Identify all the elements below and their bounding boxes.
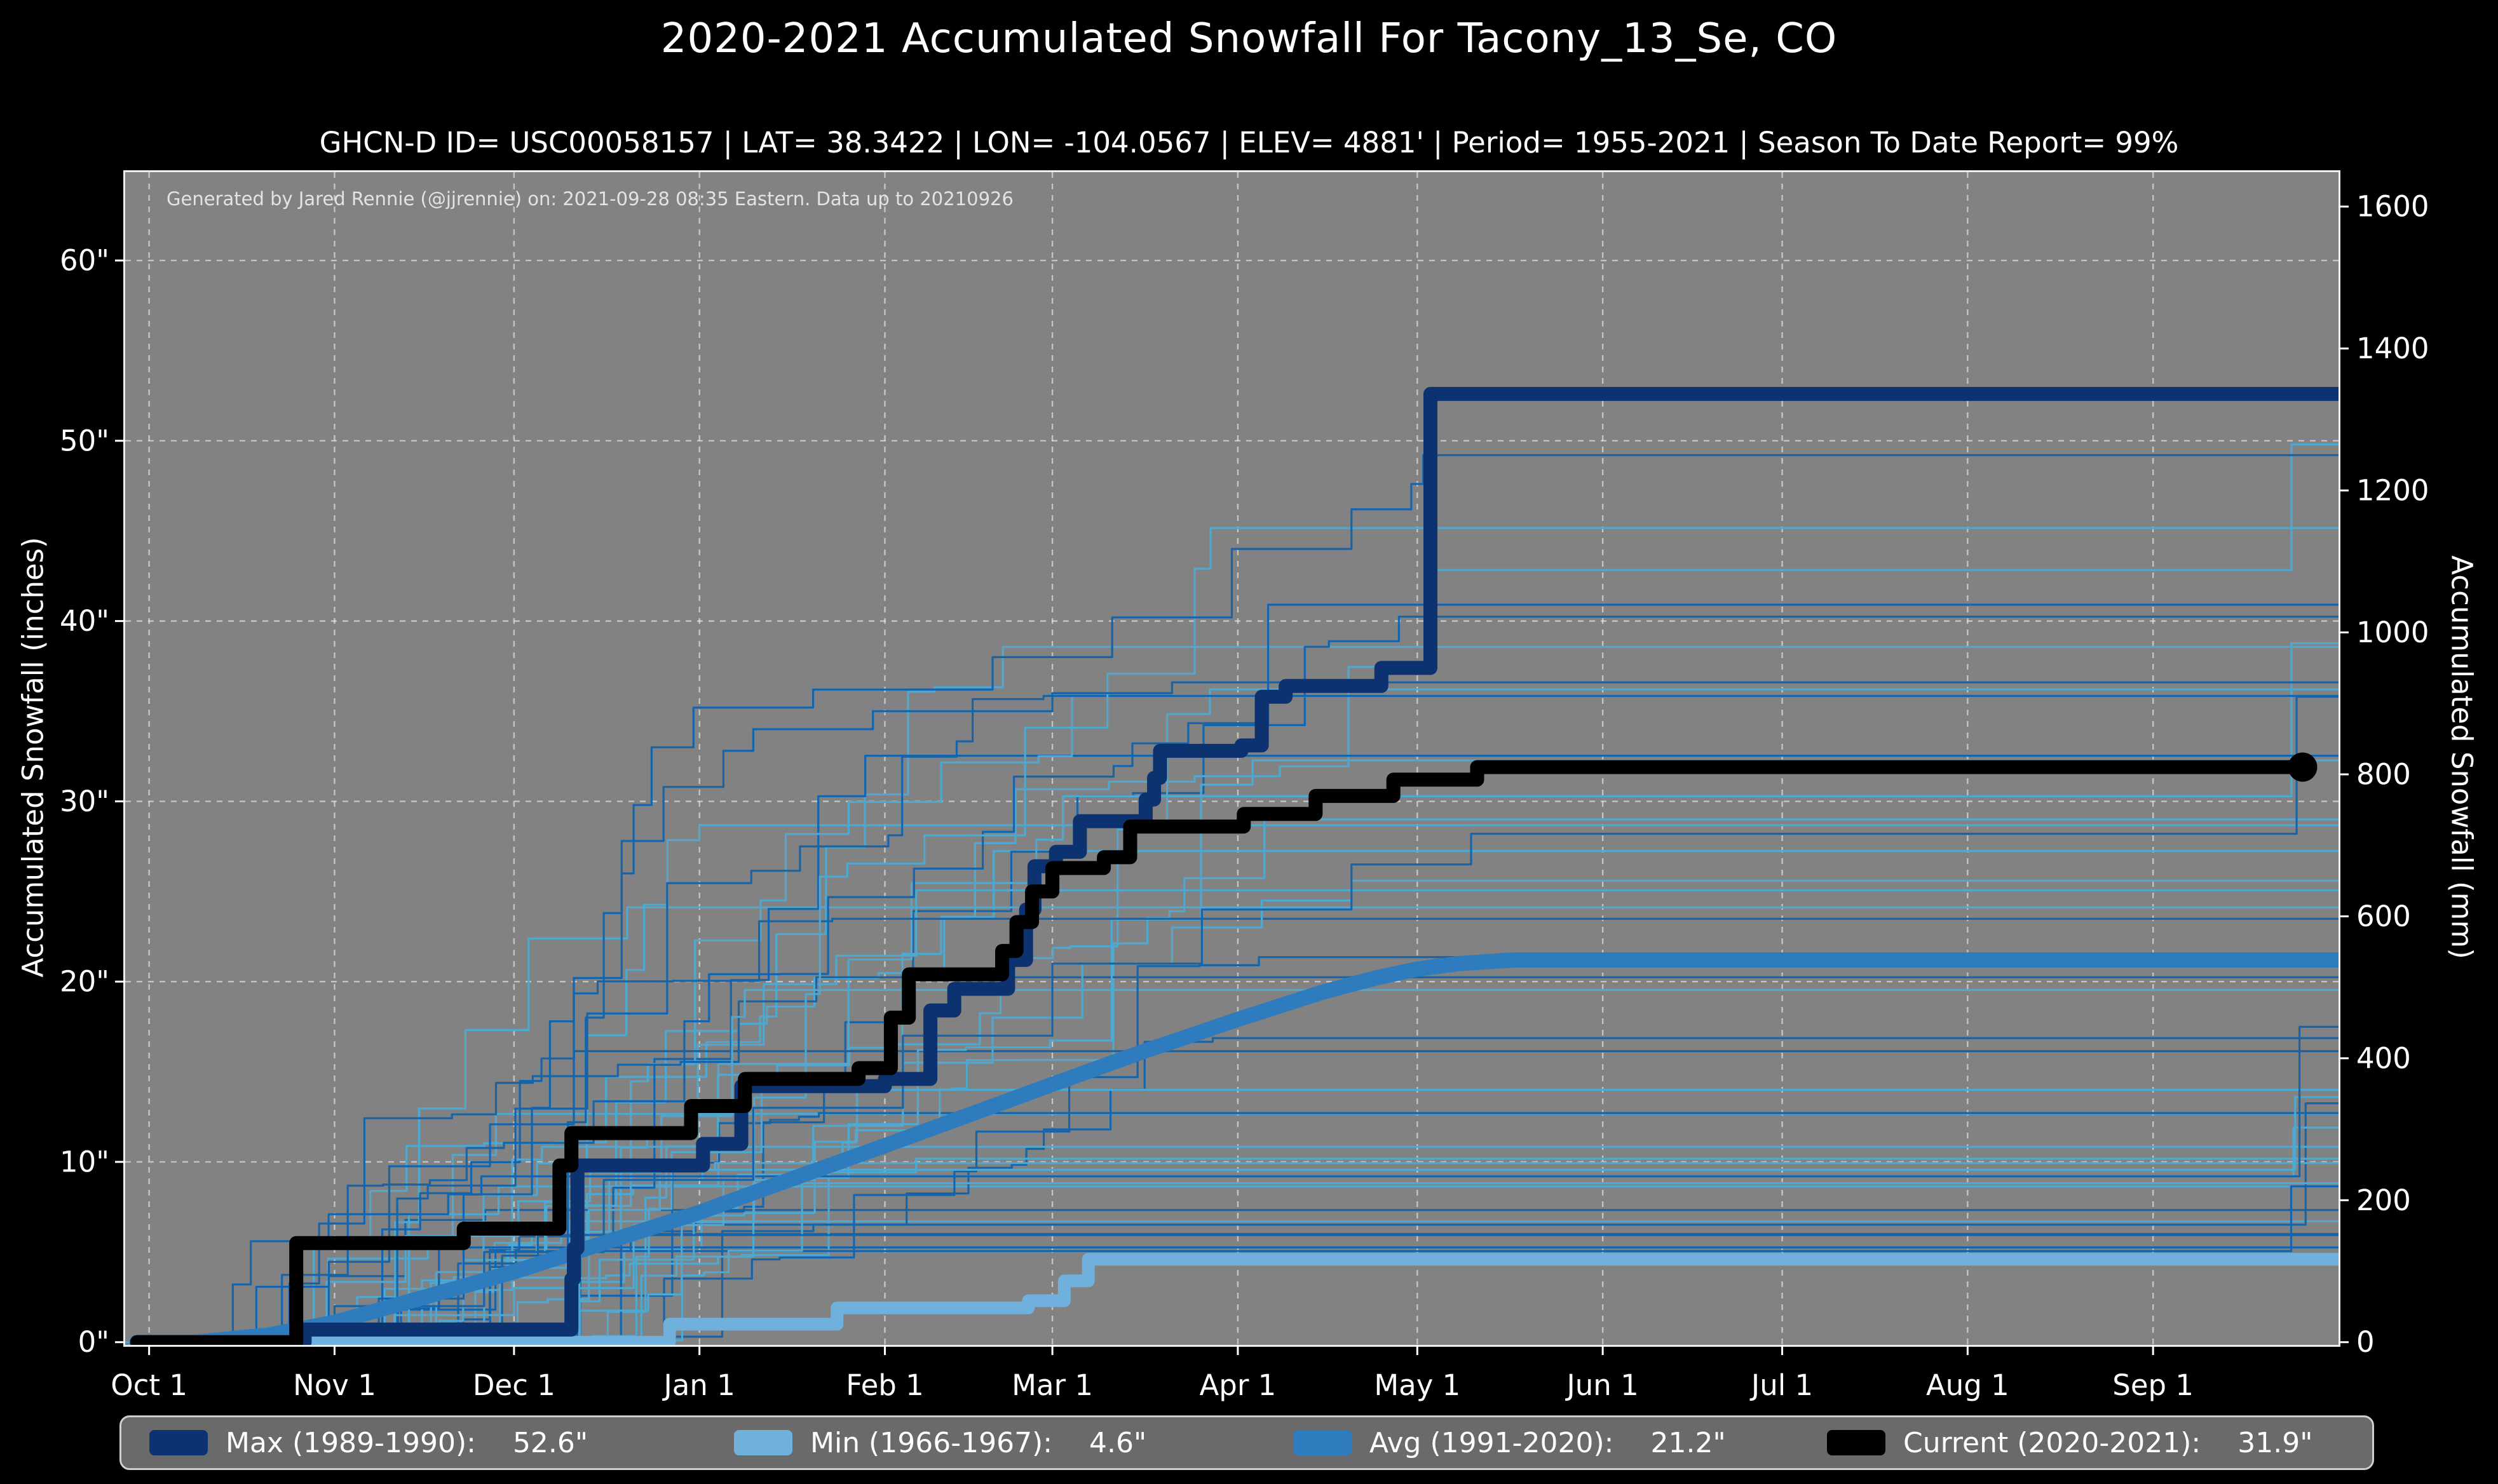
y-left-tick-label: 50" (60, 424, 109, 457)
legend-item-current: Current (2020-2021): 31.9" (1827, 1417, 2312, 1468)
y-right-tick-label: 800 (2356, 757, 2411, 791)
series-line-min (130, 1253, 2338, 1345)
y-left-tick-label: 30" (60, 785, 109, 818)
bg-season-line (125, 604, 2338, 1344)
x-tick-label: May 1 (1374, 1368, 1460, 1402)
min-line-swatch (734, 1430, 792, 1455)
x-tick-label: Jan 1 (662, 1368, 735, 1402)
legend-value-max: 52.6" (512, 1426, 588, 1459)
y-right-tick-label: 400 (2356, 1041, 2411, 1075)
x-tick-label: Jun 1 (1565, 1368, 1639, 1402)
legend-label-current: Current (2020-2021): (1903, 1426, 2201, 1459)
x-tick-label: Aug 1 (1926, 1368, 2009, 1402)
plot-border (123, 170, 2340, 1347)
bg-season-line (125, 988, 2338, 1344)
x-tick-label: Oct 1 (111, 1368, 187, 1402)
legend-item-avg: Avg (1991-2020): 21.2" (1293, 1417, 1726, 1468)
x-tick-label: Mar 1 (1012, 1368, 1093, 1402)
y-right-tick-label: 1600 (2356, 190, 2429, 224)
plot-area (125, 172, 2338, 1345)
y-axis-label-inches: Accumulated Snowfall (inches) (16, 537, 50, 978)
max-line-swatch (149, 1430, 208, 1455)
bg-season-line-featured (327, 696, 2338, 1344)
y-right-tick-label: 1200 (2356, 474, 2429, 508)
legend-label-min: Min (1966-1967): (810, 1426, 1053, 1459)
legend-value-current: 31.9" (2237, 1426, 2313, 1459)
x-tick-label: Feb 1 (846, 1368, 924, 1402)
legend-label-max: Max (1989-1990): (226, 1426, 476, 1459)
y-right-tick-label: 600 (2356, 900, 2411, 933)
x-tick-label: Jul 1 (1749, 1368, 1813, 1402)
y-left-tick-label: 60" (60, 244, 109, 278)
x-tick-label: Sep 1 (2112, 1368, 2194, 1402)
legend: Max (1989-1990): 52.6" Min (1966-1967): 4.… (119, 1415, 2374, 1470)
y-axis-label-mm: Accumulated Snowfall (mm) (2445, 555, 2479, 959)
current-end-marker-dot (2288, 752, 2318, 782)
avg-line-swatch (1293, 1430, 1352, 1455)
x-tick-label: Apr 1 (1200, 1368, 1277, 1402)
generated-by-note: Generated by Jared Rennie (@jjrennie) on… (166, 188, 1014, 210)
legend-label-avg: Avg (1991-2020): (1369, 1426, 1614, 1459)
x-tick-label: Dec 1 (473, 1368, 555, 1402)
page-title: 2020-2021 Accumulated Snowfall For Tacon… (660, 15, 1838, 62)
y-right-tick-label: 1400 (2356, 332, 2429, 365)
legend-value-min: 4.6" (1089, 1426, 1147, 1459)
legend-value-avg: 21.2" (1650, 1426, 1726, 1459)
y-left-tick-label: 10" (60, 1145, 109, 1178)
y-left-tick-label: 0" (78, 1325, 109, 1359)
bg-season-line-featured (495, 681, 2338, 1344)
y-right-tick-label: 0 (2356, 1325, 2375, 1359)
series-line-current (130, 760, 2310, 1345)
y-left-tick-label: 40" (60, 604, 109, 638)
y-left-tick-label: 20" (60, 965, 109, 999)
x-tick-label: Nov 1 (293, 1368, 376, 1402)
station-subtitle: GHCN-D ID= USC00058157 | LAT= 38.3422 | … (319, 126, 2179, 159)
legend-item-max: Max (1989-1990): 52.6" (149, 1417, 588, 1468)
bg-season-line-featured (226, 454, 2338, 1344)
bg-season-line (125, 917, 2338, 1344)
series-line-avg (129, 952, 2338, 1345)
y-right-tick-label: 1000 (2356, 616, 2429, 649)
y-right-tick-label: 200 (2356, 1184, 2411, 1217)
current-line-swatch (1827, 1430, 1885, 1455)
bg-season-line (125, 642, 2338, 1344)
legend-item-min: Min (1966-1967): 4.6" (734, 1417, 1146, 1468)
